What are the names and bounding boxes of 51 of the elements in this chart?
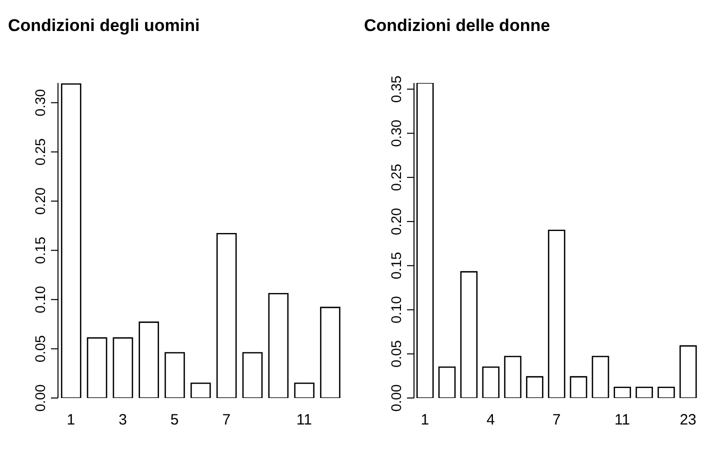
y-tick-label: 0.05: [388, 340, 404, 368]
y-tick-label: 0.15: [32, 236, 48, 264]
y-tick-label: 0.00: [388, 384, 404, 412]
bar: [614, 386, 632, 398]
y-tick-label: 0.05: [32, 334, 48, 362]
bar: [112, 337, 134, 398]
chart-title: Condizioni degli uomini: [8, 16, 200, 36]
y-tick-label: 0.10: [32, 286, 48, 314]
y-tick-label: 0.15: [388, 252, 404, 280]
bar: [320, 306, 340, 398]
bar: [679, 345, 697, 398]
x-tick-label: 23: [680, 412, 696, 429]
bar: [216, 232, 237, 398]
y-tick-label: 0.30: [32, 88, 48, 116]
x-tick-label: 7: [552, 412, 561, 429]
y-tick-label: 0.20: [32, 187, 48, 215]
x-tick-label: 4: [486, 412, 495, 429]
bar: [294, 382, 314, 398]
y-tick-label: 0.10: [388, 296, 404, 324]
x-tick-label: 5: [170, 412, 179, 429]
bar: [60, 83, 82, 398]
chart-title: Condizioni delle donne: [364, 16, 550, 36]
x-tick-label: 11: [296, 412, 312, 429]
bar: [138, 322, 160, 398]
bar: [482, 366, 500, 398]
x-tick-label: 1: [420, 412, 430, 429]
y-tick-label: 0.00: [32, 384, 48, 412]
bar: [416, 83, 434, 398]
y-tick-label: 0.25: [388, 164, 404, 192]
bar: [460, 271, 478, 398]
y-tick-label: 0.25: [32, 138, 48, 166]
bar: [636, 386, 653, 398]
x-tick-label: 3: [118, 412, 127, 429]
x-tick-label: 1: [66, 412, 76, 429]
bar: [438, 366, 456, 398]
bar: [504, 356, 522, 398]
bar: [164, 352, 185, 398]
bar: [268, 293, 289, 398]
x-tick-label: 11: [614, 412, 630, 429]
bar: [592, 356, 610, 398]
bar: [658, 386, 675, 398]
bar: [548, 230, 566, 398]
bar: [190, 382, 211, 398]
bar: [570, 376, 588, 398]
bar: [86, 337, 108, 398]
bar: [242, 352, 263, 398]
y-tick-label: 0.30: [388, 119, 404, 147]
y-tick-label: 0.20: [388, 208, 404, 236]
x-tick-label: 7: [222, 412, 231, 429]
bar: [526, 376, 544, 398]
y-tick-label: 0.35: [388, 75, 404, 103]
